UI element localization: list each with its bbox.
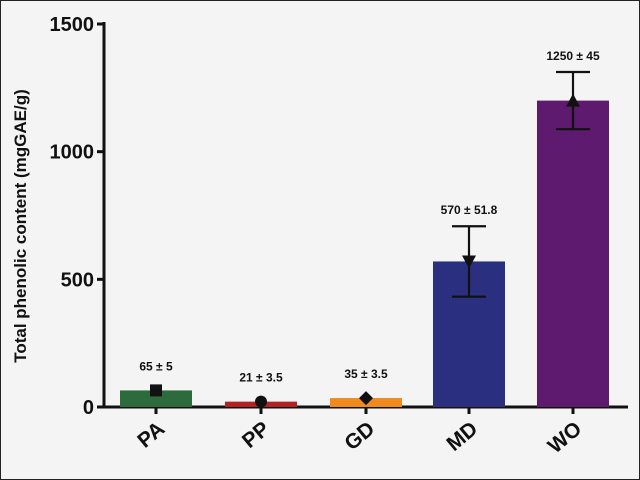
y-tick-label: 1500 [50, 14, 95, 36]
marker-square [150, 384, 162, 397]
x-tick-label-md: MD [442, 417, 482, 456]
data-labels: 65 ± 5 21 ± 3.5 35 ± 3.5 570 ± 51.8 1250 ± 4… [139, 49, 600, 385]
data-label-md: 570 ± 51.8 [441, 203, 498, 217]
data-label-gd: 35 ± 3.5 [344, 367, 388, 381]
data-label-pp: 21 ± 3.5 [239, 371, 283, 385]
bar-pa [120, 390, 192, 407]
marker-triangle-up [566, 93, 580, 107]
x-tick-label-gd: GD [340, 417, 379, 455]
marker-triangle-down [462, 255, 476, 269]
x-tick-label-pp: PP [238, 417, 274, 453]
y-tick-label: 0 [83, 397, 94, 419]
data-label-wo: 1250 ± 45 [546, 49, 600, 63]
x-tick-label-wo: WO [544, 417, 586, 458]
bar-wo [537, 100, 609, 407]
marker-circle [255, 395, 267, 408]
y-tick-label: 500 [61, 269, 94, 291]
marker-diamond [359, 391, 373, 406]
bars [120, 70, 609, 408]
x-tick-label-pa: PA [133, 417, 169, 452]
data-label-pa: 65 ± 5 [139, 359, 173, 373]
y-tick-label: 1000 [50, 142, 95, 164]
y-axis-label: Total phenolic content (mgGAE/g) [11, 89, 30, 363]
